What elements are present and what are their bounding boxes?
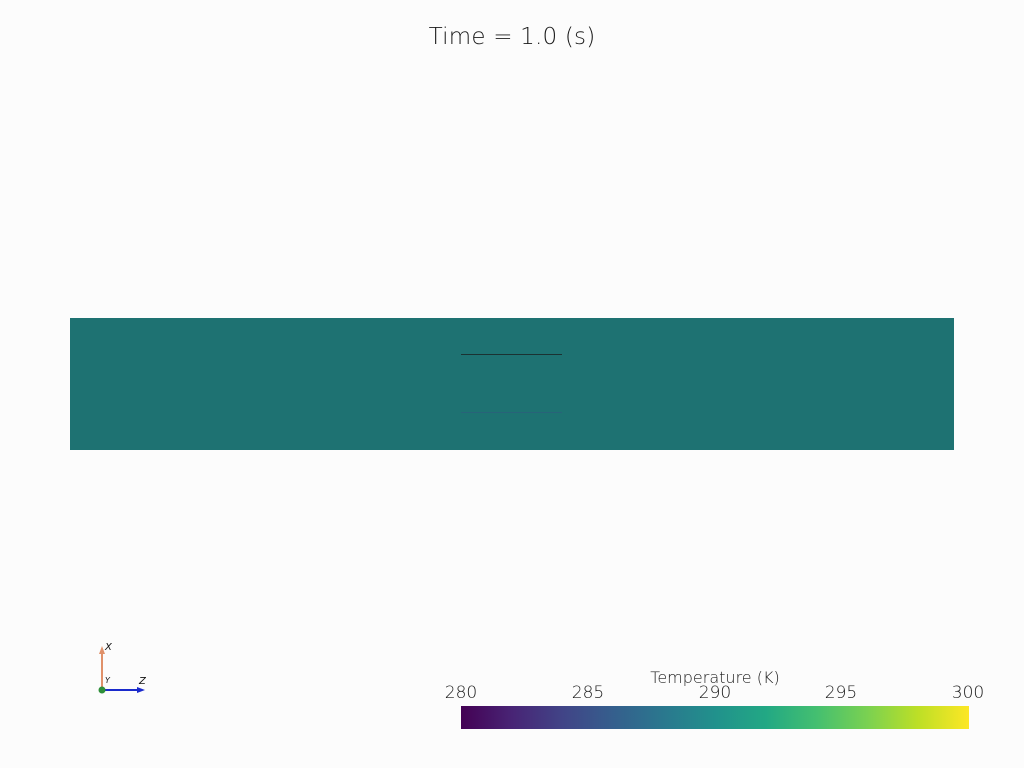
internal-boundary-bottom	[461, 412, 562, 413]
temperature-colorbar	[461, 706, 969, 729]
colorbar-tick-280: 280	[444, 683, 478, 703]
colorbar-title: Temperature (K)	[650, 668, 780, 687]
z-axis-label: Z	[139, 676, 146, 687]
time-title: Time = 1.0 (s)	[428, 24, 596, 50]
colorbar-tick-295: 295	[824, 683, 858, 703]
colorbar-tick-285: 285	[571, 683, 605, 703]
y-axis-dot	[98, 686, 106, 694]
colorbar-tick-290: 290	[698, 683, 732, 703]
colorbar-gradient	[461, 706, 969, 729]
temperature-field-domain	[70, 318, 954, 450]
axes-triad	[98, 646, 145, 694]
x-axis-label: X	[105, 642, 112, 653]
domain-fill	[70, 318, 954, 450]
internal-boundary-top	[461, 354, 562, 355]
x-axis-arrow	[99, 646, 105, 654]
z-axis-arrow	[137, 687, 145, 693]
colorbar-tick-300: 300	[951, 683, 985, 703]
y-axis-label: Y	[105, 676, 110, 685]
orientation-axes: X Y Z	[90, 640, 160, 700]
